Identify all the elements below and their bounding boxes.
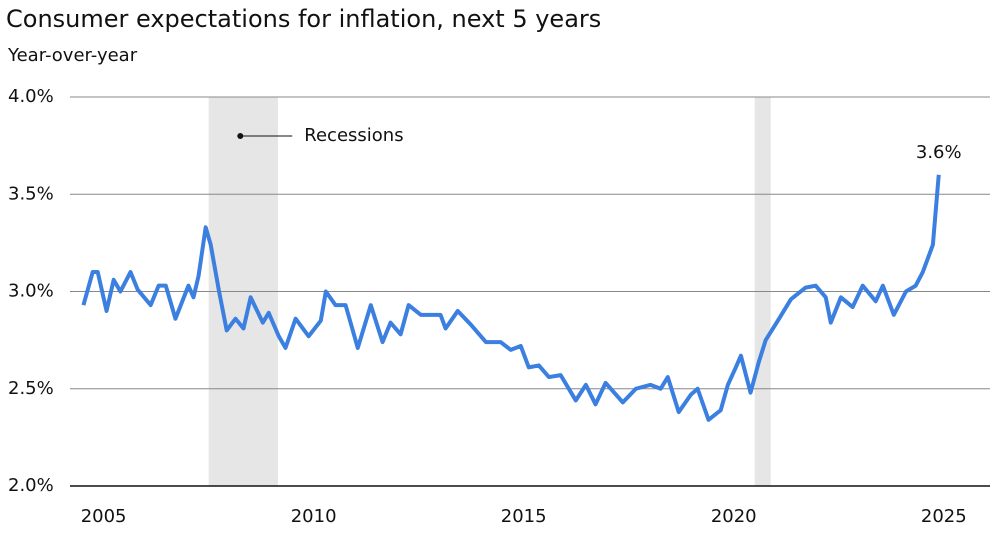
y-tick-label: 2.0% [8,475,54,496]
x-tick-label: 2005 [81,506,127,527]
y-tick-label: 3.5% [8,183,54,204]
value-label: 3.6% [916,142,962,163]
x-tick-label: 2010 [291,506,337,527]
annotation-label: Recessions [304,125,403,146]
chart-subtitle: Year-over-year [7,45,138,66]
y-tick-label: 3.0% [8,281,54,302]
y-tick-label: 2.5% [8,378,54,399]
chart-title: Consumer expectations for inflation, nex… [6,5,601,33]
x-tick-label: 2020 [711,506,757,527]
x-tick-label: 2025 [921,506,967,527]
x-tick-label: 2015 [501,506,547,527]
line [81,174,941,422]
y-tick-label: 4.0% [8,86,54,107]
